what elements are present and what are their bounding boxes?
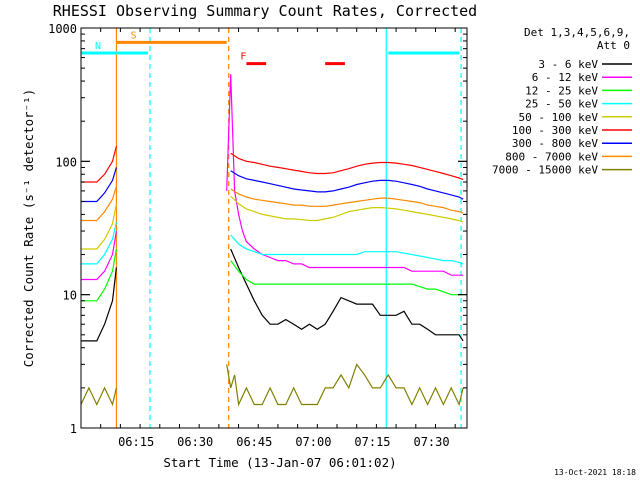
series-line: [81, 186, 464, 222]
axes: 06:15 06:30 06:45 07:00 07:15 07:30 1 10 100 1000: [48, 22, 467, 449]
x-axis-label: Start Time (13-Jan-07 06:01:02): [163, 455, 396, 470]
x-tick-label: 07:15: [354, 435, 390, 449]
legend-label: 100 - 300 keV: [512, 124, 598, 137]
flag-label: F: [240, 52, 246, 63]
flag-label: S: [130, 30, 136, 41]
series-line: [81, 248, 464, 342]
legend-label: 50 - 100 keV: [519, 111, 599, 124]
x-tick-label: 07:00: [295, 435, 331, 449]
legend-label: 3 - 6 keV: [538, 58, 598, 71]
series-line: [80, 363, 464, 407]
y-axis-label: Corrected Count Rate (s⁻¹ detector⁻¹): [21, 89, 36, 367]
series-line: [81, 74, 464, 281]
legend-header-line: Det 1,3,4,5,6,9,: [524, 26, 630, 39]
x-tick-label: 06:45: [236, 435, 272, 449]
plot-frame: [80, 27, 468, 429]
series-line: [81, 221, 464, 265]
x-tick-label: 07:30: [413, 435, 449, 449]
legend-header: Det 1,3,4,5,6,9, Att 0: [524, 26, 630, 52]
flag-label: N: [95, 41, 101, 52]
timestamp: 13-Oct-2021 18:18: [554, 468, 636, 477]
series-line: [81, 167, 464, 203]
x-tick-label: 06:15: [118, 435, 154, 449]
legend-label: 6 - 12 keV: [532, 71, 599, 84]
series-line: [81, 248, 464, 302]
y-tick-label: 100: [55, 155, 77, 169]
legend-label: 800 - 7000 keV: [505, 150, 598, 163]
plot-area: S N F: [80, 28, 464, 428]
y-tick-label: 1: [70, 422, 77, 436]
y-tick-label: 10: [63, 289, 77, 303]
legend-header-line: Att 0: [597, 39, 630, 52]
series-line: [81, 145, 464, 183]
y-tick-label: 1000: [48, 22, 77, 36]
legend-label: 7000 - 15000 keV: [492, 164, 598, 177]
legend-label: 300 - 800 keV: [512, 137, 598, 150]
x-tick-label: 06:30: [177, 435, 213, 449]
series-line: [81, 195, 464, 250]
chart-title: RHESSI Observing Summary Count Rates, Co…: [53, 2, 477, 20]
legend-label: 25 - 50 keV: [525, 98, 598, 111]
legend-label: 12 - 25 keV: [525, 84, 598, 97]
